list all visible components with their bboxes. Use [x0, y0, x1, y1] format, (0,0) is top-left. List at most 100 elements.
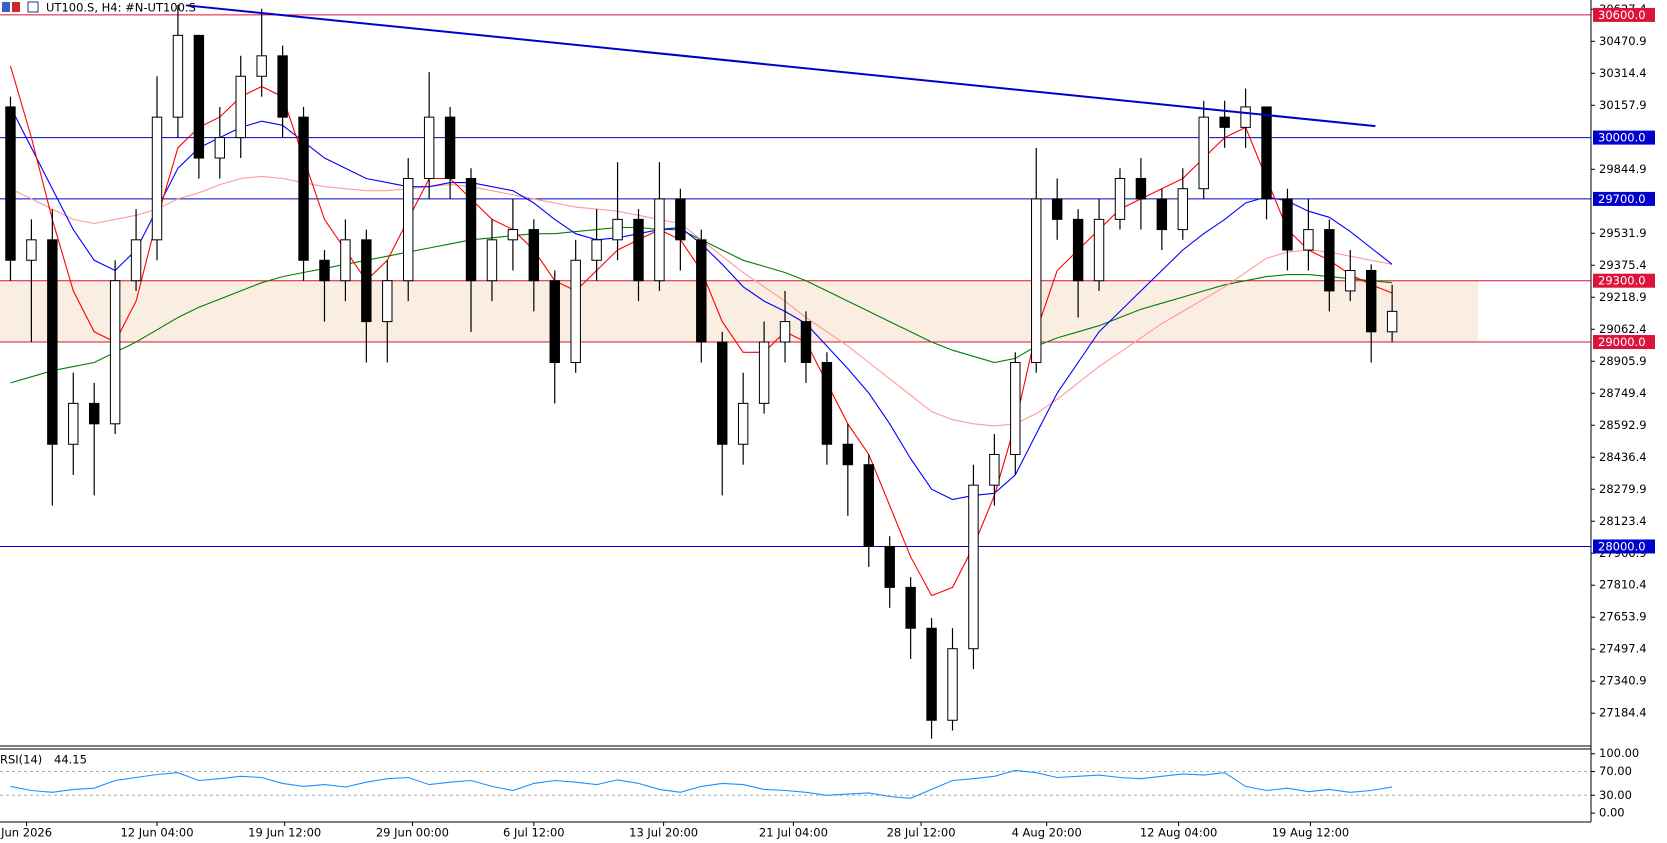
candle-body — [507, 229, 519, 241]
y-tick-label: 29531.9 — [1599, 226, 1647, 240]
y-tick-label: 27340.9 — [1599, 674, 1647, 688]
candle-body — [1198, 116, 1209, 190]
candle-body — [214, 137, 226, 159]
level-label: 29300.0 — [1598, 274, 1646, 288]
rsi-current-value: 44.15 — [54, 753, 87, 767]
candle-body — [968, 484, 979, 650]
candle-body — [1386, 310, 1398, 333]
icon — [12, 2, 20, 12]
rsi-line — [10, 769, 1393, 799]
candle-body — [863, 464, 874, 547]
level-tag — [1593, 191, 1655, 206]
candle-body — [109, 280, 121, 425]
candle-body — [298, 116, 309, 261]
candle-body — [403, 177, 414, 282]
level-tag — [1593, 273, 1655, 288]
level-label: 29000.0 — [1598, 335, 1646, 349]
level-tag — [1593, 130, 1655, 145]
candle-body — [193, 34, 205, 159]
y-tick-label: 30314.4 — [1599, 66, 1647, 80]
candle-body — [737, 402, 749, 445]
candle-body — [1324, 229, 1335, 292]
candle-body — [130, 239, 142, 282]
candle-body — [382, 280, 393, 323]
candle-body — [1261, 106, 1272, 200]
y-tick-label: 28279.9 — [1599, 482, 1647, 496]
candle-body — [26, 239, 37, 261]
rsi-label: RSI(14) — [0, 753, 42, 767]
candle-body — [1240, 106, 1251, 128]
candle-body — [465, 177, 477, 282]
y-tick-label: 29375.4 — [1599, 258, 1647, 272]
x-tick-label: Jun 2026 — [0, 826, 52, 840]
rsi-y-tick-label: 100.00 — [1599, 746, 1639, 760]
candle-body — [319, 259, 330, 282]
y-tick-label: 28123.4 — [1599, 514, 1647, 528]
candle-body — [570, 259, 581, 363]
y-tick-label: 28749.4 — [1599, 386, 1647, 400]
candle-body — [340, 239, 351, 282]
candle-body — [1031, 198, 1042, 363]
candle-body — [172, 34, 184, 118]
y-tick-label: 29062.4 — [1599, 322, 1647, 336]
candle-body — [1072, 218, 1084, 282]
candle-body — [151, 116, 163, 241]
x-tick-label: 12 Jun 04:00 — [120, 826, 193, 840]
x-tick-label: 19 Jun 12:00 — [248, 826, 321, 840]
y-tick-label: 28436.4 — [1599, 450, 1647, 464]
x-tick-label: 19 Aug 12:00 — [1272, 826, 1350, 840]
candle-body — [654, 198, 665, 282]
rsi-y-tick-label: 70.00 — [1599, 764, 1632, 778]
y-tick-label: 27184.4 — [1599, 706, 1647, 720]
plot-area — [0, 4, 1591, 739]
candle-body — [905, 586, 916, 629]
candle-body — [1135, 177, 1147, 200]
candle-body — [591, 239, 602, 261]
candle-body — [696, 239, 707, 343]
candle-body — [1114, 177, 1126, 220]
rsi-y-tick-label: 30.00 — [1599, 788, 1632, 802]
candle-body — [444, 116, 456, 179]
x-tick-label: 28 Jul 12:00 — [887, 826, 956, 840]
candle-body — [800, 321, 812, 363]
x-tick-label: 6 Jul 12:00 — [503, 826, 565, 840]
candle-body — [486, 239, 498, 282]
candle-body — [947, 648, 958, 721]
y-tick-label: 29218.9 — [1599, 290, 1647, 304]
y-tick-label: 28592.9 — [1599, 418, 1647, 432]
x-tick-label: 12 Aug 04:00 — [1140, 826, 1218, 840]
candle-body — [88, 402, 100, 425]
candle-body — [361, 239, 372, 323]
chart-title: UT100.S, H4: #N-UT100.S — [46, 1, 196, 15]
level-label: 30000.0 — [1598, 131, 1646, 145]
candle-body — [549, 280, 560, 363]
icon — [2, 2, 10, 12]
candle-body — [779, 321, 791, 343]
x-tick-label: 21 Jul 04:00 — [759, 826, 828, 840]
candle-body — [423, 116, 435, 179]
x-tick-label: 13 Jul 20:00 — [629, 826, 698, 840]
level-tag — [1593, 7, 1655, 22]
candle-body — [1051, 198, 1063, 220]
candle-body — [1156, 198, 1168, 231]
candle-body — [277, 55, 288, 118]
candle-body — [256, 55, 267, 77]
trendline — [185, 4, 1376, 128]
candle-body — [1010, 361, 1021, 455]
icon — [27, 1, 39, 13]
candle-body — [675, 198, 686, 241]
rsi-panel: RSI(14) 44.15 — [0, 753, 1591, 799]
candle-body — [758, 341, 770, 404]
y-tick-label: 29844.9 — [1599, 162, 1647, 176]
level-tag — [1593, 539, 1655, 554]
candle-body — [717, 341, 728, 445]
candle-body — [1345, 269, 1356, 292]
y-tick-label: 28905.9 — [1599, 354, 1647, 368]
y-tick-label: 30470.9 — [1599, 34, 1647, 48]
rsi-y-tick-label: 0.00 — [1599, 806, 1625, 820]
candle-body — [68, 402, 79, 445]
candle-body — [633, 218, 644, 282]
